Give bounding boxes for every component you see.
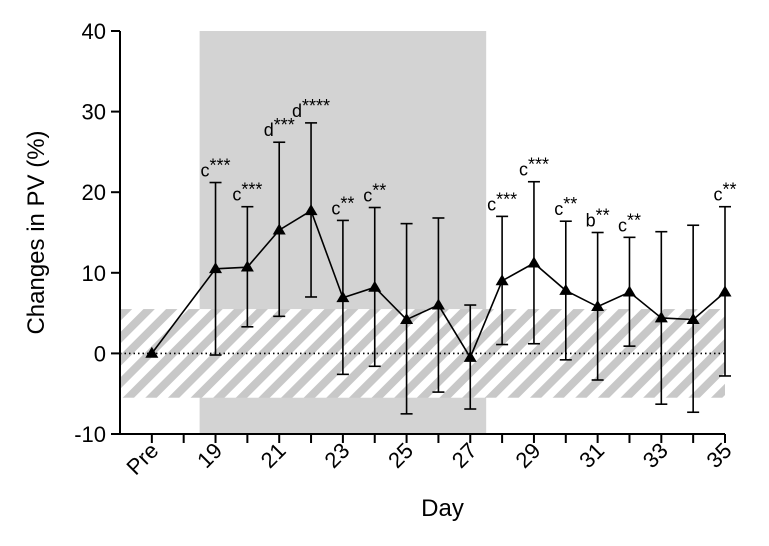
data-point <box>495 274 509 286</box>
data-point <box>431 298 445 310</box>
data-point <box>686 312 700 324</box>
data-point <box>145 346 159 358</box>
significance-label: c*** <box>519 155 549 180</box>
significance-label: c** <box>363 181 386 206</box>
significance-annotations: c***c***d***d****c** c**c***c***c**b** c**… <box>201 96 737 235</box>
x-tick-label: 21 <box>256 438 291 473</box>
data-point <box>463 350 477 362</box>
data-point <box>400 312 414 324</box>
y-tick-label: 0 <box>94 341 106 366</box>
x-tick-label: 35 <box>702 438 737 473</box>
x-tick-label: 33 <box>638 438 673 473</box>
error-bars <box>209 122 731 415</box>
y-tick-label: 10 <box>82 261 106 286</box>
x-tick-label: 29 <box>510 438 545 473</box>
data-point <box>527 256 541 268</box>
data-point <box>591 300 605 312</box>
significance-label: c*** <box>232 180 262 205</box>
significance-label: d*** <box>264 115 295 140</box>
data-point <box>654 311 668 323</box>
data-point <box>272 223 286 235</box>
data-point <box>209 262 223 274</box>
significance-label: c** <box>331 193 354 218</box>
data-point <box>718 285 732 297</box>
significance-label: c*** <box>487 189 517 214</box>
x-tick-label: 27 <box>447 438 482 473</box>
y-axis-title: Changes in PV (%) <box>23 130 50 334</box>
data-point <box>240 260 254 272</box>
data-point <box>336 291 350 303</box>
y-tick-label: -10 <box>74 422 106 447</box>
significance-label: b** <box>586 206 610 231</box>
data-markers <box>145 204 732 362</box>
significance-label: c*** <box>201 156 231 181</box>
data-point <box>622 285 636 297</box>
data-point <box>368 280 382 292</box>
significance-label: c** <box>618 210 641 235</box>
y-tick-label: 40 <box>82 19 106 44</box>
x-tick-label: 19 <box>192 438 227 473</box>
significance-label: c** <box>554 194 577 219</box>
significance-label: c** <box>713 180 736 205</box>
x-tick-label: Pre <box>121 438 163 480</box>
x-tick-label: 23 <box>319 438 354 473</box>
y-tick-label: 20 <box>82 180 106 205</box>
data-point <box>559 283 573 295</box>
significance-label: d**** <box>292 96 330 121</box>
y-tick-label: 30 <box>82 100 106 125</box>
data-point <box>304 204 318 216</box>
x-tick-label: 25 <box>383 438 418 473</box>
x-axis-title: Day <box>421 495 464 522</box>
x-tick-label: 31 <box>574 438 609 473</box>
